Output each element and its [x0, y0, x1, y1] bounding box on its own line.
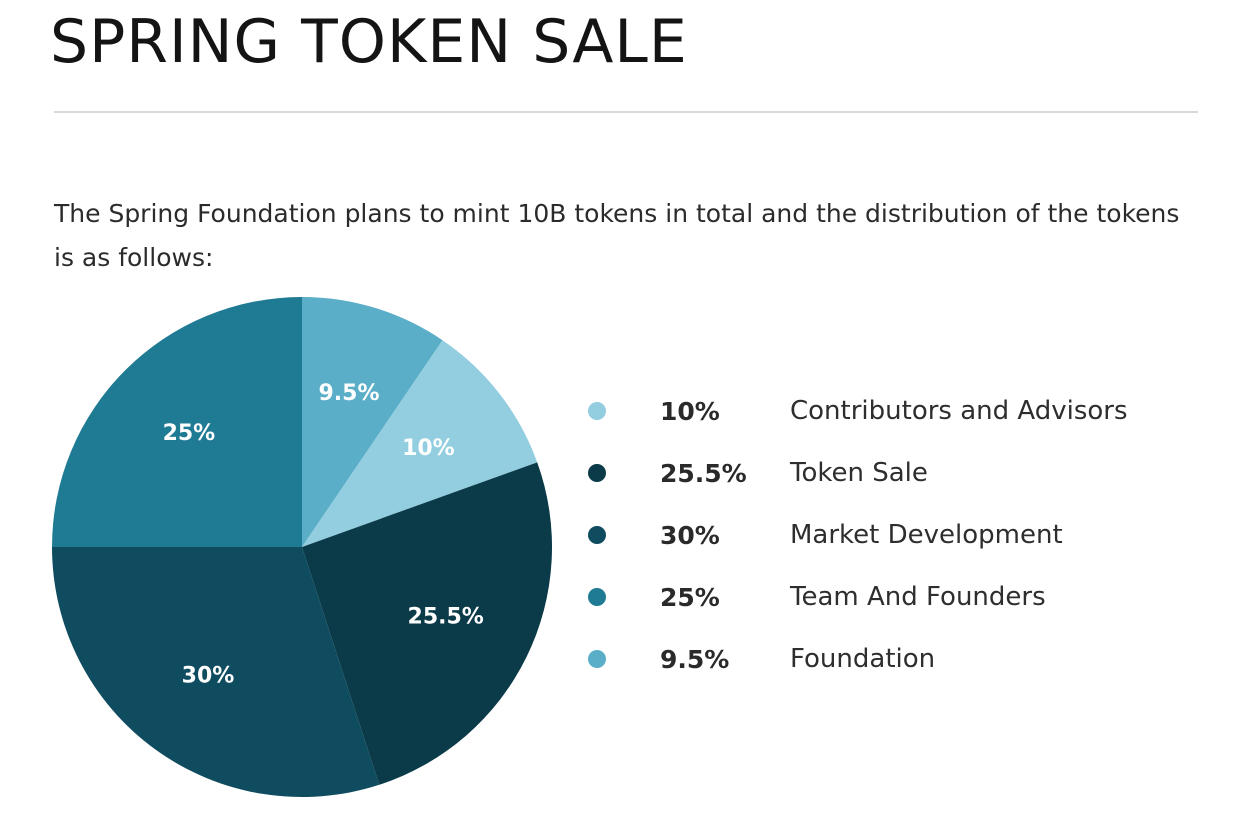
legend-label: Token Sale: [790, 458, 928, 488]
legend-item-contributors-and-advisors: 10% Contributors and Advisors: [588, 380, 1238, 442]
token-distribution-pie-chart: 9.5% 10% 25.5% 30% 25%: [52, 297, 552, 797]
legend-value: 25%: [660, 582, 720, 612]
pie-slice-token-sale: [302, 462, 552, 785]
legend-label: Team And Founders: [790, 582, 1046, 612]
legend-label: Foundation: [790, 644, 936, 674]
intro-text: The Spring Foundation plans to mint 10B …: [54, 199, 1180, 272]
legend-item-foundation: 9.5% Foundation: [588, 628, 1238, 690]
pie-slice-foundation: [302, 297, 443, 547]
legend-color-dot: [588, 588, 606, 606]
pie-slice-contributors-and-advisors: [302, 340, 538, 547]
legend-color-dot: [588, 650, 606, 668]
pie-slices: [52, 297, 552, 797]
pie-slice-label: 30%: [182, 663, 235, 688]
page-title: SPRING TOKEN SALE: [50, 7, 688, 77]
legend-label: Contributors and Advisors: [790, 396, 1128, 426]
legend-color-dot: [588, 402, 606, 420]
pie-slice-market-development: [52, 547, 380, 797]
pie-slice-label: 25%: [163, 421, 216, 446]
pie-labels: 9.5% 10% 25.5% 30% 25%: [163, 381, 484, 688]
legend-value: 9.5%: [660, 644, 730, 674]
legend-value: 10%: [660, 396, 720, 426]
pie-slice-label: 9.5%: [318, 381, 379, 406]
legend-item-team-and-founders: 25% Team And Founders: [588, 566, 1238, 628]
legend-value: 30%: [660, 520, 720, 550]
legend-value: 25.5%: [660, 458, 747, 488]
legend-color-dot: [588, 526, 606, 544]
pie-slice-team-and-founders: [52, 297, 302, 547]
legend-item-market-development: 30% Market Development: [588, 504, 1238, 566]
chart-legend: 10% Contributors and Advisors 25.5% Toke…: [588, 380, 1238, 690]
pie-slice-label: 10%: [402, 436, 455, 461]
pie-slice-label: 25.5%: [408, 604, 484, 629]
title-divider: [54, 111, 1198, 113]
legend-color-dot: [588, 464, 606, 482]
legend-label: Market Development: [790, 520, 1063, 550]
legend-item-token-sale: 25.5% Token Sale: [588, 442, 1238, 504]
